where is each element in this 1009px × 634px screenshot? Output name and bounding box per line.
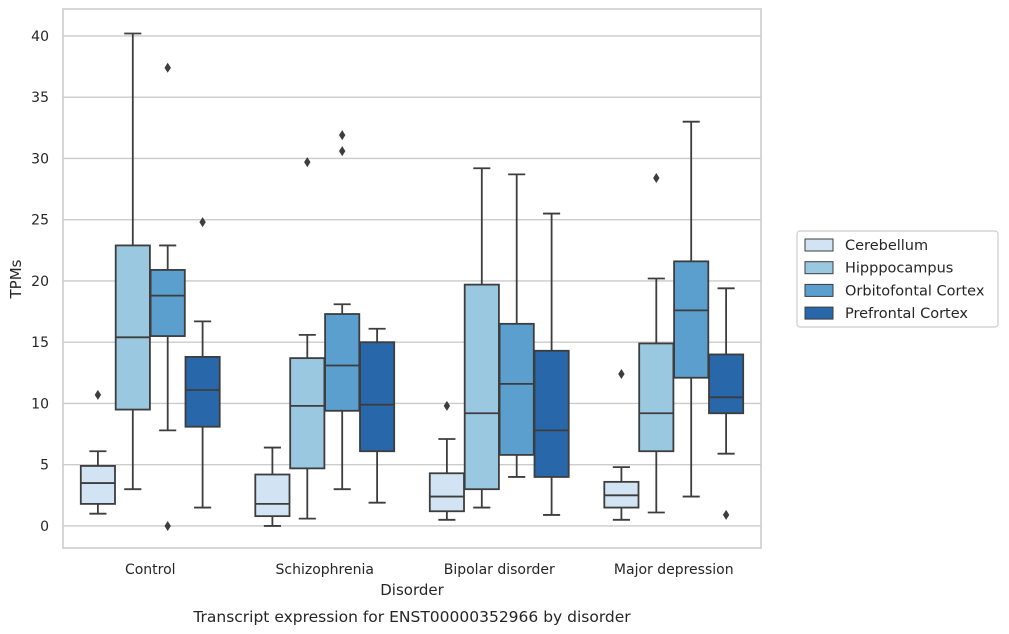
y-tick-label: 35: [31, 90, 49, 106]
outlier-point: [722, 509, 730, 520]
legend-frame: [796, 230, 999, 328]
outlier-point: [339, 146, 346, 157]
x-axis-label: Disorder: [380, 581, 444, 599]
legend-label: Orbitofontal Cortex: [845, 283, 985, 299]
x-tick-labels: Control Schizophrenia Bipolar disorder Majo…: [125, 562, 734, 578]
outlier-point: [653, 173, 660, 184]
outlier-point: [199, 217, 206, 228]
box-2-3: [533, 212, 570, 516]
y-tick-label: 20: [31, 274, 49, 290]
boxes-layer: [79, 32, 745, 531]
box-0-1: [114, 32, 151, 491]
box-1-2: [324, 130, 361, 491]
outlier-point: [618, 369, 625, 380]
y-tick-label: 25: [31, 213, 49, 229]
box-iqr: [254, 473, 291, 518]
box-iqr: [673, 260, 710, 379]
box-iqr: [114, 244, 151, 411]
legend-swatch: [804, 261, 834, 275]
box-iqr: [428, 472, 465, 513]
y-gridlines: [63, 35, 761, 527]
outlier-point: [304, 157, 311, 168]
y-axis-label: TPMs: [7, 259, 25, 299]
box-iqr: [359, 341, 396, 453]
box-3-2: [673, 120, 710, 498]
outlier-point: [94, 389, 102, 400]
box-0-0: [79, 389, 116, 515]
box-1-0: [254, 446, 291, 527]
legend: Cerebellum Hipppocampus Orbitofontal Corte…: [796, 230, 999, 328]
legend-swatch: [804, 238, 834, 252]
box-iqr: [708, 353, 745, 415]
box-3-1: [638, 173, 675, 514]
x-tick-label: Control: [125, 562, 176, 578]
legend-label: Cerebellum: [845, 238, 928, 254]
box-iqr: [498, 322, 535, 456]
box-2-1: [463, 167, 500, 509]
legend-swatch: [804, 306, 834, 320]
legend-label: Hipppocampus: [845, 261, 953, 277]
box-2-2: [498, 173, 535, 478]
legend-label: Prefrontal Cortex: [845, 306, 968, 322]
box-iqr: [79, 465, 116, 505]
x-tick-label: Schizophrenia: [276, 562, 374, 578]
y-tick-label: 5: [40, 458, 49, 474]
box-3-3: [708, 287, 745, 520]
y-tick-label: 10: [31, 396, 49, 412]
outlier-point: [443, 400, 451, 411]
box-3-0: [603, 369, 640, 521]
y-tick-label: 15: [31, 335, 49, 351]
y-tick-labels: 0 5 10 15 20 25 30 35 40: [31, 29, 49, 535]
box-iqr: [533, 349, 570, 478]
x-tick-label: Bipolar disorder: [444, 562, 555, 578]
box-0-3: [184, 217, 221, 509]
chart-caption: Transcript expression for ENST0000035296…: [192, 608, 631, 626]
x-tick-label: Major depression: [614, 562, 734, 578]
box-iqr: [149, 269, 186, 337]
box-iqr: [638, 342, 675, 453]
box-iqr: [463, 283, 500, 491]
box-iqr: [324, 313, 361, 412]
box-iqr: [184, 355, 221, 428]
box-2-0: [428, 400, 465, 521]
y-tick-label: 0: [40, 519, 49, 535]
box-0-2: [149, 62, 186, 531]
plot-area: [62, 8, 762, 549]
y-tick-label: 30: [31, 151, 49, 167]
y-tick-label: 40: [31, 29, 49, 45]
outlier-point: [339, 130, 346, 141]
legend-swatch: [804, 283, 834, 297]
box-1-1: [289, 157, 326, 520]
box-iqr: [289, 357, 326, 470]
box-1-3: [359, 327, 396, 504]
outlier-point: [164, 62, 171, 73]
legend-items: Cerebellum Hipppocampus Orbitofontal Corte…: [804, 238, 985, 322]
outlier-point: [164, 520, 171, 531]
